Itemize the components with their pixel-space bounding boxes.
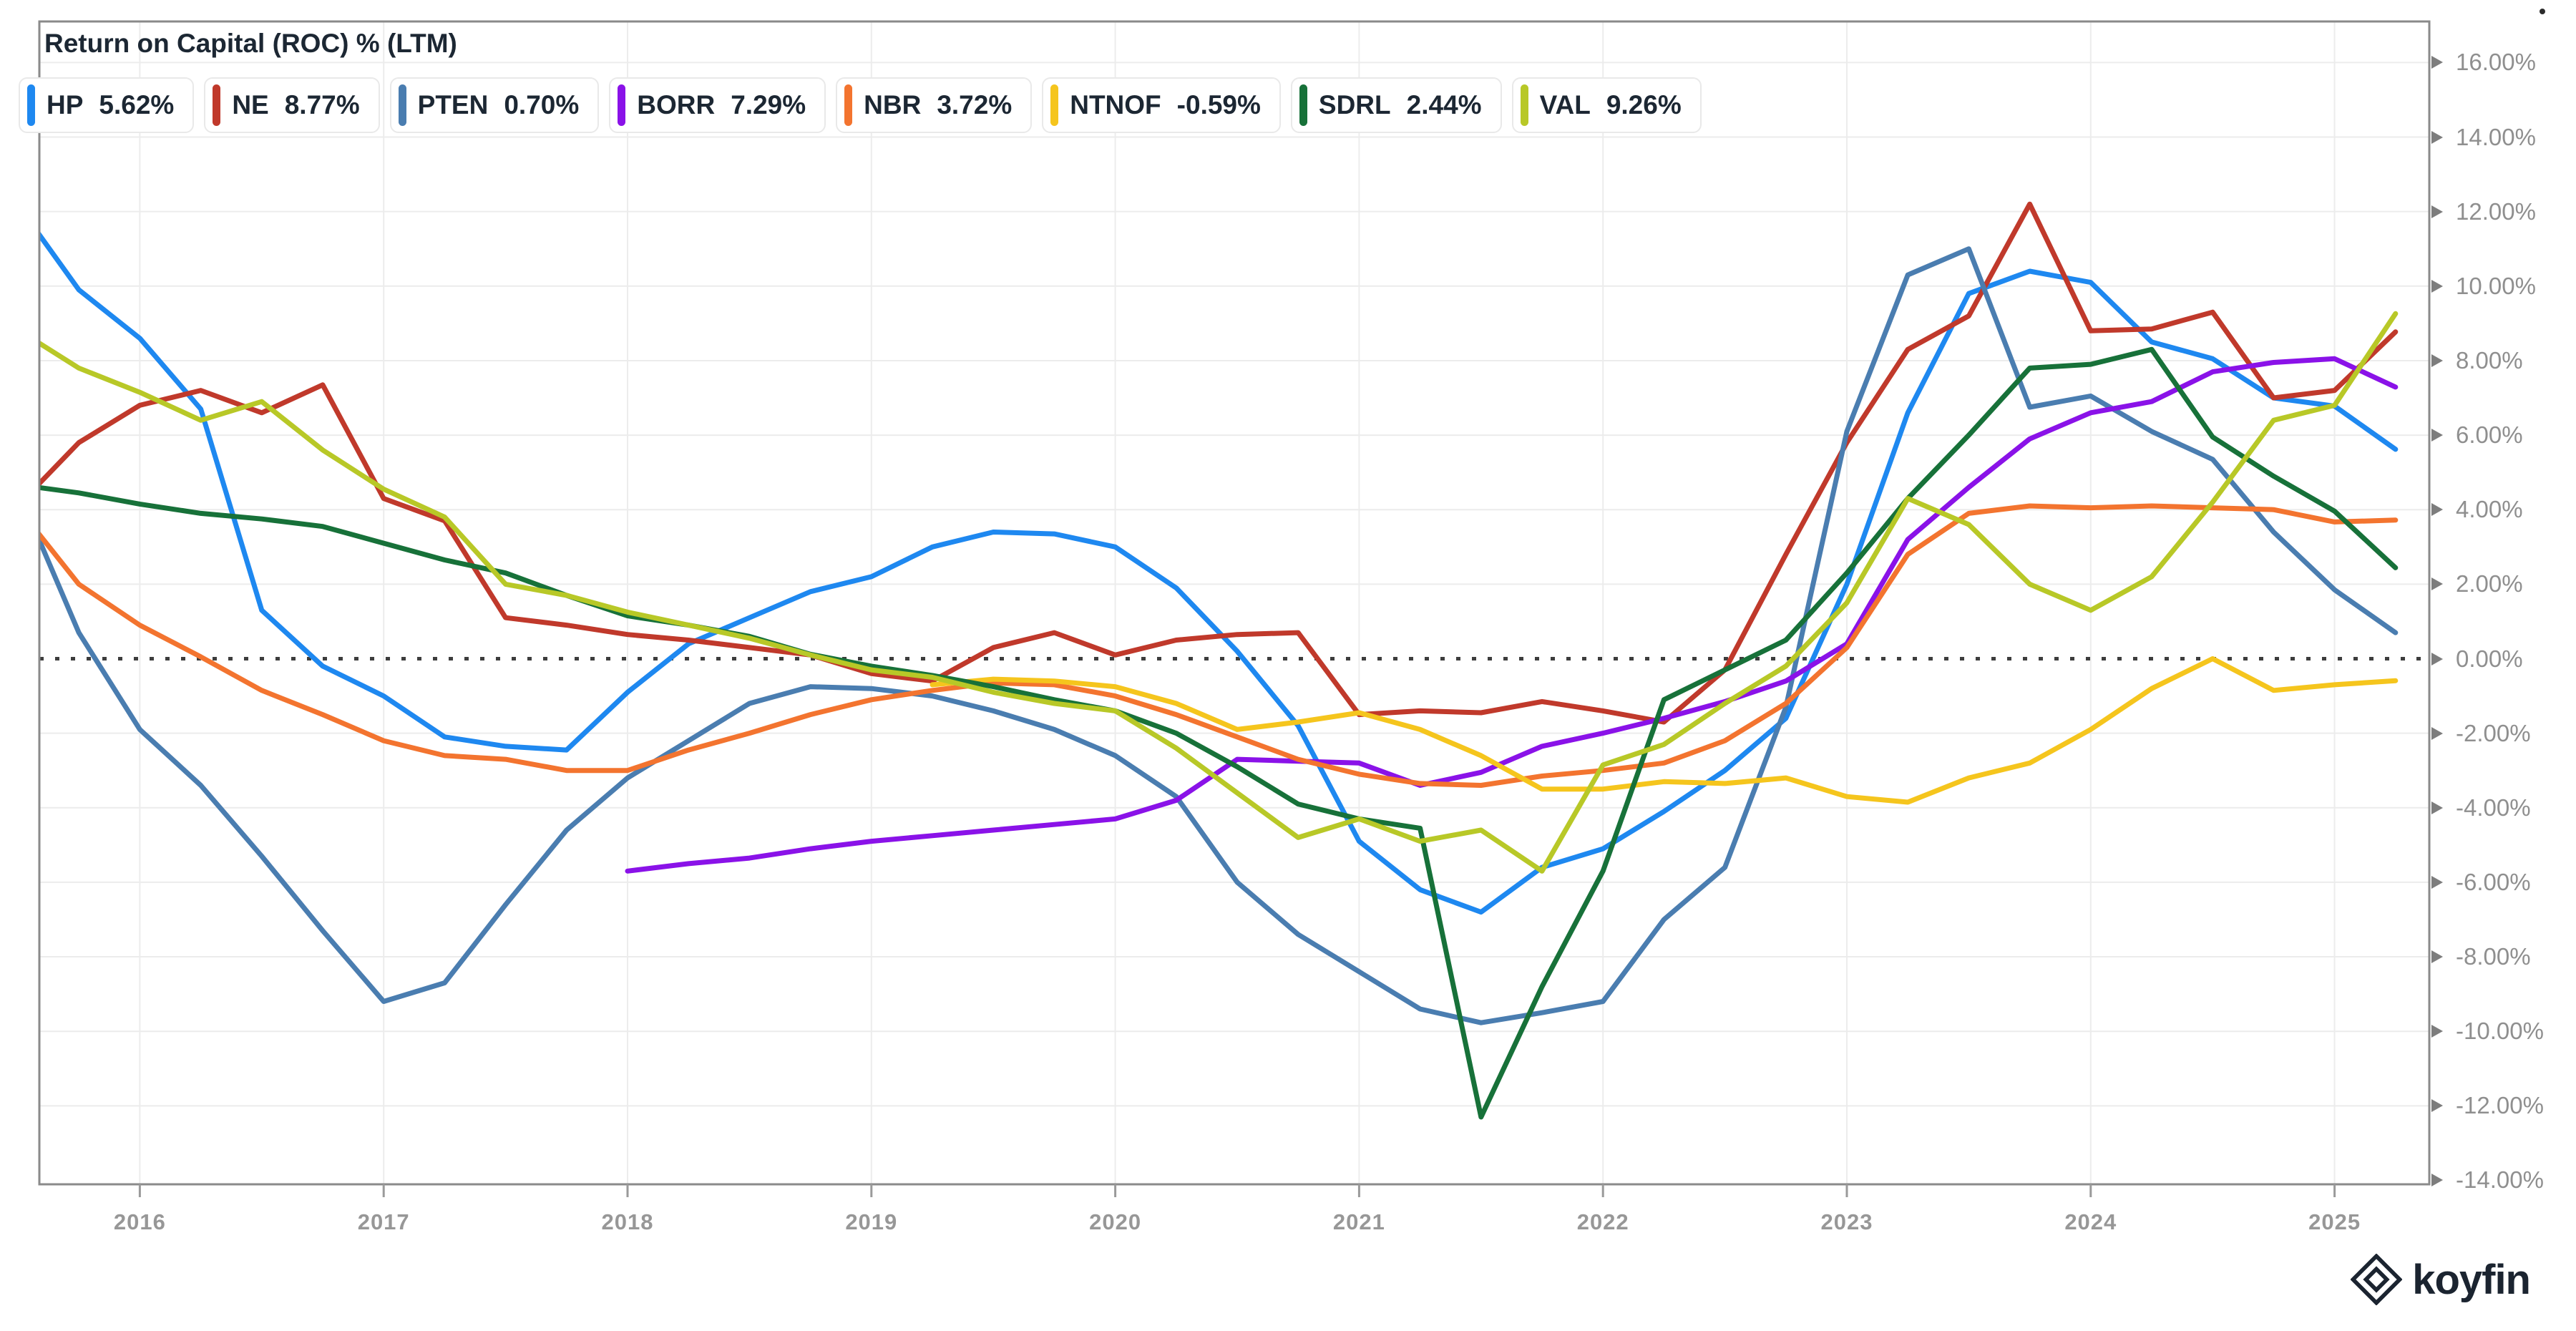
legend-color-bar <box>398 84 406 126</box>
y-tick-arrow <box>2431 726 2443 740</box>
legend-chip-HP[interactable]: HP 5.62% <box>19 77 195 133</box>
series-line-SDRL[interactable] <box>37 346 2399 1120</box>
y-tick-label-14: 14.00% <box>2456 123 2536 150</box>
chart-menu-dot <box>2540 9 2545 14</box>
x-tick-label-2018: 2018 <box>601 1209 654 1234</box>
y-tick-arrow <box>2431 801 2443 814</box>
x-tick-label-2024: 2024 <box>2064 1209 2117 1234</box>
legend-color-bar <box>618 84 626 126</box>
legend-color-bar <box>213 84 221 126</box>
plot-frame <box>38 20 2431 1186</box>
x-tick-label-2021: 2021 <box>1332 1209 1385 1234</box>
legend-value: 2.44% <box>1406 90 1482 120</box>
legend-ticker: NE <box>232 90 269 120</box>
legend-chip-NTNOF[interactable]: NTNOF -0.59% <box>1042 77 1281 133</box>
koyfin-logo[interactable]: koyfin <box>2351 1254 2531 1305</box>
legend-row: HP 5.62% NE 8.77% PTEN 0.70% BORR 7.29% NBR 3.72%… <box>19 77 1702 133</box>
legend-color-bar <box>1050 84 1059 126</box>
y-tick-label-8: 8.00% <box>2456 346 2523 374</box>
y-tick-arrow <box>2431 1025 2443 1038</box>
legend-color-bar <box>1520 84 1528 126</box>
legend-ticker: HP <box>47 90 84 120</box>
legend-ticker: VAL <box>1539 90 1591 120</box>
y-tick-label--6: -6.00% <box>2456 868 2531 895</box>
y-tick-arrow <box>2431 1174 2443 1187</box>
y-tick-label--14: -14.00% <box>2456 1166 2544 1194</box>
legend-ticker: PTEN <box>417 90 489 120</box>
legend-color-bar <box>844 84 853 126</box>
series-line-NE[interactable] <box>37 201 2399 725</box>
y-tick-label--4: -4.00% <box>2456 794 2531 821</box>
legend-value: -0.59% <box>1176 90 1261 120</box>
y-tick-label-16: 16.00% <box>2456 49 2536 76</box>
legend-ticker: NTNOF <box>1070 90 1161 120</box>
y-tick-label-0: 0.00% <box>2456 645 2523 672</box>
legend-color-bar <box>27 84 35 126</box>
y-tick-label-6: 6.00% <box>2456 421 2523 449</box>
y-tick-arrow <box>2431 56 2443 69</box>
series-line-PTEN[interactable] <box>37 246 2399 1025</box>
y-tick-arrow <box>2431 503 2443 517</box>
legend-chip-VAL[interactable]: VAL 9.26% <box>1511 77 1702 133</box>
page-title: Return on Capital (ROC) % (LTM) <box>44 29 457 58</box>
legend-chip-PTEN[interactable]: PTEN 0.70% <box>389 77 600 133</box>
y-tick-label-10: 10.00% <box>2456 272 2536 299</box>
legend-chip-SDRL[interactable]: SDRL 2.44% <box>1290 77 1502 133</box>
legend-value: 5.62% <box>99 90 175 120</box>
legend-chip-NE[interactable]: NE 8.77% <box>204 77 380 133</box>
y-tick-label--8: -8.00% <box>2456 943 2531 970</box>
y-tick-arrow <box>2431 875 2443 889</box>
y-tick-arrow <box>2431 130 2443 144</box>
y-tick-arrow <box>2431 429 2443 442</box>
legend-value: 3.72% <box>937 90 1013 120</box>
y-tick-label--12: -12.00% <box>2456 1092 2544 1119</box>
y-tick-arrow <box>2431 354 2443 367</box>
legend-value: 0.70% <box>504 90 580 120</box>
y-tick-arrow <box>2431 950 2443 964</box>
y-tick-label-4: 4.00% <box>2456 496 2523 523</box>
legend-value: 7.29% <box>731 90 806 120</box>
legend-color-bar <box>1299 84 1307 126</box>
series-line-NBR[interactable] <box>37 503 2399 788</box>
y-tick-arrow <box>2431 205 2443 218</box>
y-tick-arrow <box>2431 1099 2443 1113</box>
series-line-NTNOF[interactable] <box>930 656 2399 805</box>
legend-value: 8.77% <box>284 90 360 120</box>
x-tick-label-2023: 2023 <box>1820 1209 1873 1234</box>
series-line-BORR[interactable] <box>625 356 2399 874</box>
series-group <box>37 201 2399 1120</box>
legend-ticker: NBR <box>864 90 922 120</box>
y-tick-arrow <box>2431 652 2443 666</box>
y-tick-label--10: -10.00% <box>2456 1018 2544 1045</box>
y-tick-label-12: 12.00% <box>2456 198 2536 225</box>
x-tick-label-2022: 2022 <box>1576 1209 1629 1234</box>
x-tick-label-2017: 2017 <box>357 1209 410 1234</box>
series-line-VAL[interactable] <box>37 311 2399 874</box>
legend-ticker: BORR <box>637 90 716 120</box>
x-tick-label-2025: 2025 <box>2308 1209 2361 1234</box>
y-tick-arrow <box>2431 577 2443 591</box>
koyfin-logo-text: koyfin <box>2412 1256 2531 1303</box>
y-tick-label-2: 2.00% <box>2456 570 2523 598</box>
y-tick-label--2: -2.00% <box>2456 719 2531 746</box>
legend-chip-NBR[interactable]: NBR 3.72% <box>836 77 1033 133</box>
legend-ticker: SDRL <box>1318 90 1391 120</box>
legend-chip-BORR[interactable]: BORR 7.29% <box>609 77 826 133</box>
legend-value: 9.26% <box>1606 90 1682 120</box>
x-tick-label-2016: 2016 <box>113 1209 166 1234</box>
y-tick-arrow <box>2431 279 2443 293</box>
x-tick-label-2019: 2019 <box>845 1209 898 1234</box>
series-line-HP[interactable] <box>37 230 2399 915</box>
x-tick-label-2020: 2020 <box>1089 1209 1142 1234</box>
koyfin-diamond-icon <box>2351 1254 2403 1305</box>
